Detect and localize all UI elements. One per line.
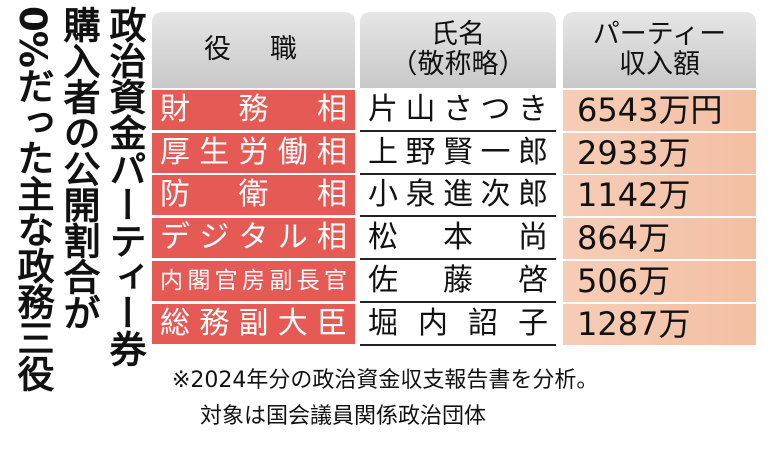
title-line-2: 購入者の公開割合が [57, 6, 100, 330]
table-row: 総務副大臣堀内詔子 1287万 [152, 303, 756, 346]
name-cell: 上野賢一郎 [360, 133, 556, 175]
name-cell: 堀内詔子 [360, 304, 556, 346]
table-row: 財務相片山さつき 6543万円 [152, 90, 756, 132]
amount-cell: 864万 [563, 218, 756, 261]
amount-cell: 6543万円 [563, 90, 756, 132]
amount-cell: 1142万 [563, 175, 756, 218]
name-cell: 松本尚 [360, 218, 556, 261]
table-row: デジタル相松本尚 864万 [152, 218, 756, 261]
table-row: 防衛相小泉進次郎 1142万 [152, 175, 756, 218]
footnote-line-1: ※2024年分の政治資金収支報告書を分析。 [172, 368, 599, 393]
table-row: 内閣官房副長官佐藤啓 506万 [152, 260, 756, 303]
header-amount-sub: 収入額 [619, 49, 700, 80]
header-name-label: 氏名 [431, 19, 485, 50]
header-amount-label: パーティー [592, 19, 727, 50]
role-cell: 内閣官房副長官 [152, 260, 355, 301]
title-line-3: 0%だった主な政務三役 [11, 6, 54, 391]
title-line-1: 政治資金パーティー券 [103, 6, 146, 366]
amount-cell: 1287万 [563, 303, 756, 346]
header-role-label: 役 職 [204, 34, 303, 65]
table-row: 厚生労働相上野賢一郎 2933万 [152, 132, 756, 175]
name-cell: 片山さつき [360, 90, 556, 132]
header-name: 氏名 （敬称略） [360, 12, 556, 88]
header-role: 役 職 [152, 12, 355, 88]
role-cell: 防衛相 [152, 175, 355, 216]
amount-cell: 2933万 [563, 132, 756, 175]
role-cell: 総務副大臣 [152, 303, 355, 344]
header-amount: パーティー 収入額 [563, 12, 756, 88]
footnote-line-2: 対象は国会議員関係政治団体 [200, 404, 487, 429]
header-name-sub: （敬称略） [390, 49, 526, 80]
role-cell: デジタル相 [152, 218, 355, 259]
name-cell: 佐藤啓 [360, 261, 556, 303]
name-cell: 小泉進次郎 [360, 175, 556, 218]
amount-cell: 506万 [563, 260, 756, 303]
role-cell: 財務相 [152, 90, 355, 130]
role-cell: 厚生労働相 [152, 132, 355, 173]
